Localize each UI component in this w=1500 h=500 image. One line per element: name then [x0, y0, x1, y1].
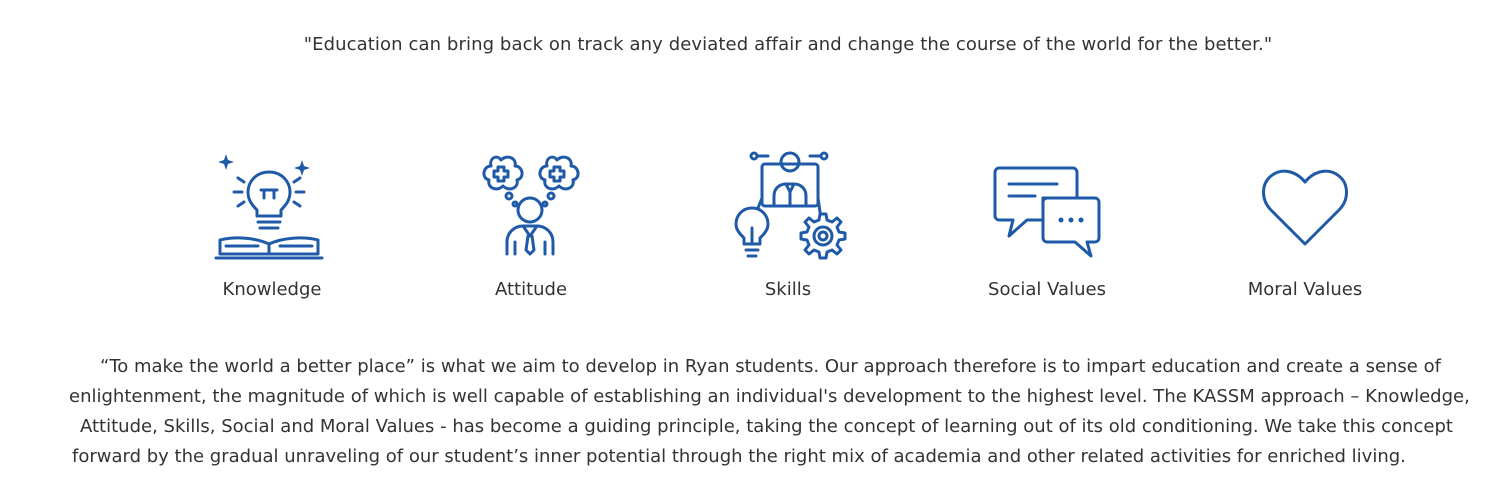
person-thought-icon [471, 150, 591, 262]
person-lightbulb-gear-icon [728, 150, 848, 262]
kassm-description: “To make the world a better place” is wh… [60, 352, 1500, 472]
pillar-label: Knowledge [222, 279, 322, 300]
description-line: “To make the world a better place” is wh… [100, 356, 1441, 377]
pillar-skills: Skills [678, 150, 898, 300]
kassm-pillars: Knowledge [0, 150, 1500, 320]
pillar-attitude: Attitude [421, 150, 641, 300]
pillar-social-values: Social Values [937, 150, 1157, 300]
education-quote: "Education can bring back on track any d… [303, 34, 1273, 55]
pillar-label: Moral Values [1247, 279, 1363, 300]
pillar-moral-values: Moral Values [1195, 150, 1415, 300]
pillar-label: Attitude [494, 279, 568, 300]
heart-icon [1245, 150, 1365, 262]
lightbulb-book-icon [212, 150, 332, 262]
pillar-knowledge: Knowledge [162, 150, 382, 300]
chat-bubbles-icon [987, 150, 1107, 262]
description-line: Attitude, Skills, Social and Moral Value… [80, 416, 1453, 437]
description-line: forward by the gradual unraveling of our… [72, 446, 1406, 467]
pillar-label: Skills [764, 279, 812, 300]
pillar-label: Social Values [988, 279, 1106, 300]
description-line: enlightenment, the magnitude of which is… [69, 386, 1470, 407]
